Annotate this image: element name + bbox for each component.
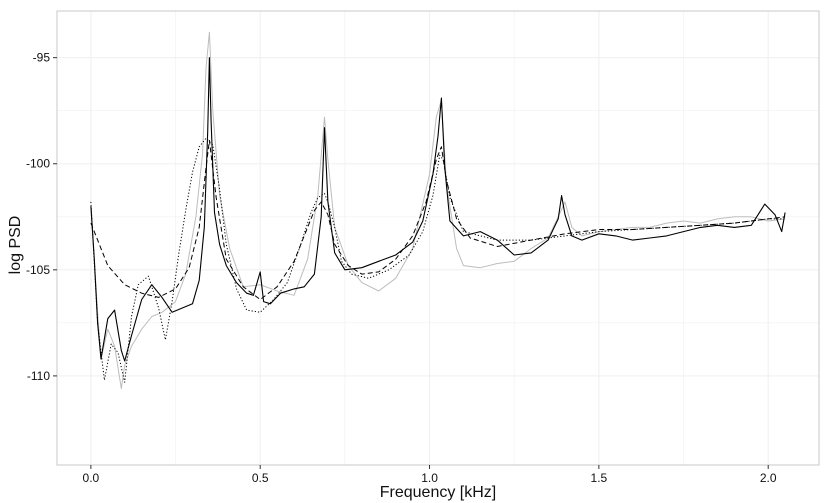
x-tick-label: 2.0 [760, 471, 777, 485]
y-tick-label: -100 [26, 157, 50, 171]
series-line-solid [90, 57, 786, 362]
x-tick-label: 0.0 [83, 471, 100, 485]
x-tick-label: 1.0 [421, 471, 438, 485]
grid [57, 11, 819, 465]
y-tick-label: -105 [26, 263, 50, 277]
series-line-dotted [90, 137, 786, 383]
axes: 0.0 0.5 1.0 1.5 2.0 -95 -100 -105 -110 [26, 10, 820, 485]
x-tick-label: 1.5 [591, 471, 608, 485]
y-tick-label: -110 [27, 369, 50, 383]
y-axis-title: log PSD [7, 216, 24, 275]
x-tick-label: 0.5 [252, 471, 269, 485]
series-line-gray-raw [90, 31, 786, 390]
x-axis-title: Frequency [kHz] [380, 484, 496, 501]
series-line-dashed [90, 139, 786, 300]
y-tick-label: -95 [33, 51, 51, 65]
series-layer [90, 31, 786, 390]
panel-border [56, 10, 820, 466]
